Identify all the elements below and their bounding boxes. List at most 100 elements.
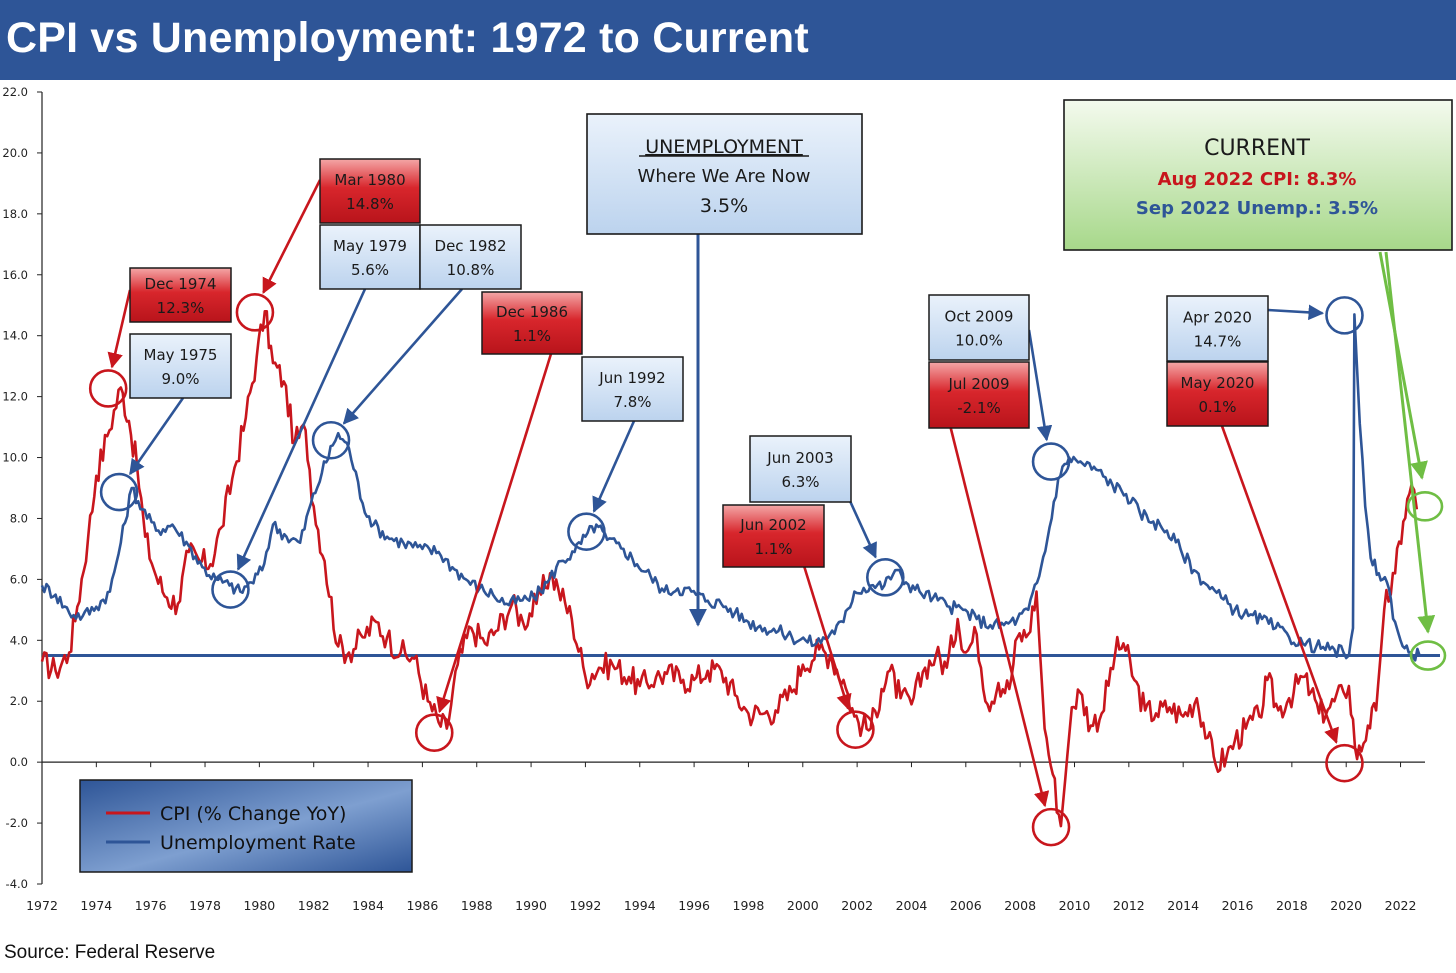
dec-1974-arrow	[107, 289, 132, 369]
may-1975-arrow	[129, 397, 185, 476]
apr-2020-value-label: 14.7%	[1194, 333, 1242, 351]
x-tick-label: 1998	[733, 898, 765, 913]
page-title: CPI vs Unemployment: 1972 to Current	[6, 14, 809, 62]
jun-2002-label-box	[722, 504, 825, 568]
jun-1992-label-box	[581, 356, 684, 422]
y-tick-label: 12.0	[2, 390, 28, 404]
dec-1986-arrow	[436, 324, 562, 714]
jul-2009-arrow	[943, 404, 1050, 808]
apr-2020-label-box	[1166, 295, 1269, 362]
x-tick-label: 2020	[1330, 898, 1362, 913]
x-tick-label: 1994	[624, 898, 656, 913]
jun-1992-value-label: 7.8%	[613, 393, 651, 411]
legend-unemployment-label: Unemployment Rate	[160, 832, 356, 854]
dec-1982-date-label: Dec 1982	[435, 237, 507, 255]
x-tick-label: 1984	[352, 898, 384, 913]
jun-2003-label-box	[749, 435, 852, 503]
x-tick-label: 1972	[26, 898, 58, 913]
may-2020-date-label: May 2020	[1181, 374, 1255, 392]
may-1979-label-box	[319, 224, 421, 290]
current-box-unemployment: Sep 2022 Unemp.: 3.5%	[1136, 198, 1378, 219]
current-unemployment-circle	[1409, 640, 1447, 671]
legend-box	[79, 779, 413, 873]
dec-1986-value-label: 1.1%	[513, 327, 551, 345]
may-1975-date-label: May 1975	[144, 346, 218, 364]
x-tick-label: 1990	[515, 898, 547, 913]
jul-2009-marker-circle	[1031, 807, 1071, 847]
x-tick-label: 2008	[1004, 898, 1036, 913]
x-tick-label: 2004	[896, 898, 928, 913]
y-tick-label: 20.0	[2, 146, 28, 160]
jun-2003-value-label: 6.3%	[781, 473, 819, 491]
jun-1992-marker-circle	[567, 512, 606, 551]
y-tick-label: 22.0	[2, 85, 28, 99]
may-1979-marker-circle	[211, 570, 250, 609]
mar-1980-date-label: Mar 1980	[334, 171, 405, 189]
may-2020-marker-circle	[1325, 743, 1364, 783]
dec-1982-arrow	[342, 288, 463, 425]
may-2020-label-box	[1166, 361, 1269, 427]
dec-1982-value-label: 10.8%	[447, 261, 495, 279]
oct-2009-date-label: Oct 2009	[945, 308, 1014, 326]
chart: 22.0 20.0 18.0 16.0 14.0 12.0 10.0 8.0 6.0 4.0 2.0…	[2, 85, 1453, 913]
source-note: Source: Federal Reserve	[4, 942, 216, 963]
x-tick-label: 1996	[678, 898, 710, 913]
x-tick-label: 2022	[1385, 898, 1417, 913]
x-tick-label: 2012	[1113, 898, 1145, 913]
oct-2009-marker-circle	[1031, 442, 1071, 481]
apr-2020-date-label: Apr 2020	[1183, 309, 1252, 327]
y-tick-label: 4.0	[10, 633, 28, 647]
jun-2002-value-label: 1.1%	[754, 540, 792, 558]
jun-1992-date-label: Jun 1992	[598, 369, 665, 387]
x-tick-label: 1982	[298, 898, 330, 913]
x-tick-label: 1974	[80, 898, 112, 913]
unemployment-line	[40, 313, 1421, 662]
y-tick-label: 14.0	[2, 329, 28, 343]
mar-1980-label-box	[319, 158, 421, 224]
unemployment-box	[586, 113, 863, 235]
x-tick-label: 1980	[243, 898, 275, 913]
dec-1982-marker-circle	[311, 420, 351, 460]
x-tick-label: 1976	[135, 898, 167, 913]
y-tick-label: 10.0	[2, 451, 28, 465]
oct-2009-arrow	[1027, 329, 1053, 442]
may-2020-arrow	[1220, 425, 1339, 744]
x-tick-label: 1988	[461, 898, 493, 913]
oct-2009-label-box	[928, 294, 1030, 361]
apr-2020-marker-circle	[1325, 296, 1364, 335]
y-tick-label: 8.0	[10, 511, 28, 525]
oct-2009-value-label: 10.0%	[955, 332, 1003, 350]
jun-2002-marker-circle	[836, 710, 875, 749]
y-tick-label: -4.0	[6, 877, 28, 891]
y-tick-label: 16.0	[2, 268, 28, 282]
dec-1986-marker-circle	[414, 713, 454, 752]
current-cpi-arrow	[1378, 251, 1428, 480]
dec-1974-label-box	[129, 267, 232, 323]
unemployment-box-value: 3.5%	[700, 195, 748, 217]
mar-1980-marker-circle	[235, 293, 275, 332]
may-1975-marker-circle	[99, 472, 139, 512]
jun-2002-arrow	[794, 539, 852, 711]
apr-2020-arrow	[1267, 304, 1325, 321]
x-tick-label: 1986	[406, 898, 438, 913]
x-tick-label: 1978	[189, 898, 221, 913]
jun-2002-date-label: Jun 2002	[739, 516, 806, 534]
jul-2009-date-label: Jul 2009	[947, 375, 1009, 393]
jun-2003-marker-circle	[865, 558, 905, 597]
x-tick-label: 1992	[570, 898, 602, 913]
dec-1982-label-box	[419, 224, 522, 290]
x-tick-label: 2006	[950, 898, 982, 913]
may-1975-label-box	[129, 333, 232, 399]
current-box-cpi: Aug 2022 CPI: 8.3%	[1158, 169, 1357, 190]
x-tick-label: 2018	[1276, 898, 1308, 913]
jul-2009-label-box	[928, 361, 1030, 429]
mar-1980-value-label: 14.8%	[346, 195, 394, 213]
dec-1986-date-label: Dec 1986	[496, 303, 568, 321]
dec-1974-value-label: 12.3%	[157, 299, 205, 317]
jun-2003-date-label: Jun 2003	[766, 449, 833, 467]
x-tick-label: 2000	[787, 898, 819, 913]
y-tick-label: 2.0	[10, 694, 28, 708]
x-tick-label: 2016	[1222, 898, 1254, 913]
y-tick-label: -2.0	[6, 816, 28, 830]
dec-1974-marker-circle	[88, 369, 128, 408]
